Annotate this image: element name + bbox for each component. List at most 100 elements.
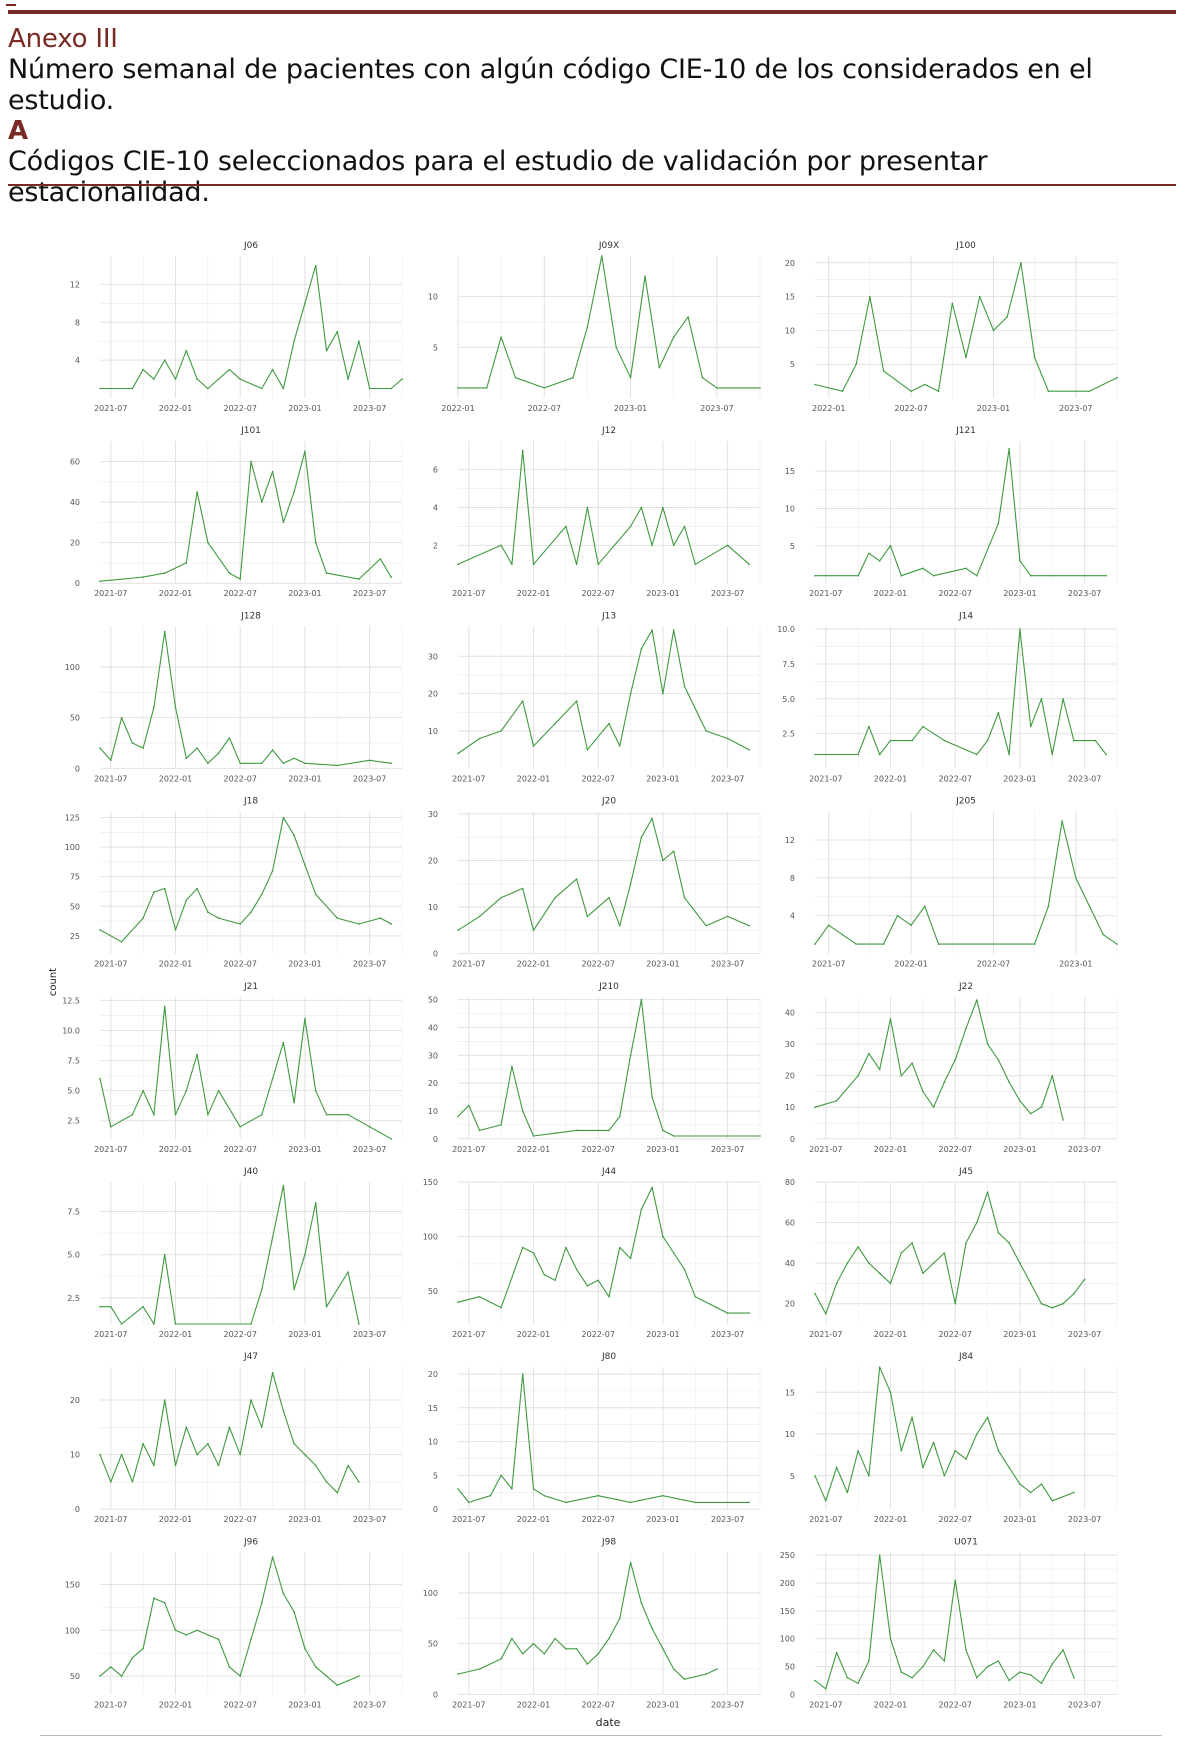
data-point	[478, 1295, 481, 1298]
x-tick-label: 2022-01	[517, 1700, 550, 1709]
data-point	[937, 390, 940, 393]
x-tick-label: 2022-01	[159, 1145, 192, 1154]
annex-label: Anexo III	[8, 24, 118, 54]
data-point	[882, 943, 885, 945]
data-point	[120, 1323, 123, 1325]
data-point	[457, 1673, 459, 1675]
data-point	[457, 1488, 459, 1490]
data-point	[868, 725, 870, 728]
top-rule	[8, 10, 1176, 14]
data-point	[511, 563, 513, 566]
y-tick-label: 7.5	[782, 660, 795, 669]
data-point	[131, 742, 134, 744]
data-point	[347, 1464, 349, 1467]
data-point	[457, 1115, 459, 1118]
data-point	[153, 1597, 155, 1599]
facet-panel-J45: J45 2021-07 2022-01 2022-07 2023-01 2023-07 20…	[785, 1167, 1118, 1339]
y-tick-label: 50	[785, 1663, 795, 1672]
data-point	[120, 1453, 123, 1456]
y-tick-label: 30	[428, 1051, 438, 1060]
data-point	[304, 1453, 306, 1456]
annex-title: Número semanal de pacientes con algún có…	[8, 54, 1093, 116]
data-point	[521, 449, 524, 452]
x-tick-label: 2021-07	[809, 589, 842, 598]
x-tick-label: 2022-01	[517, 1515, 550, 1524]
x-tick-label: 2022-07	[581, 1515, 614, 1524]
x-tick-label: 2022-01	[874, 1330, 907, 1339]
y-tick-label: 50	[428, 1640, 438, 1649]
data-point	[532, 1488, 535, 1490]
data-point	[217, 1089, 220, 1092]
data-point	[521, 1110, 524, 1112]
data-point	[304, 1017, 306, 1020]
data-point	[1040, 1106, 1043, 1108]
data-point	[336, 917, 339, 919]
data-point	[532, 563, 535, 566]
x-tick-label: 2022-01	[517, 589, 550, 598]
data-point	[1029, 574, 1032, 577]
data-point	[640, 1208, 643, 1211]
data-point	[857, 1246, 859, 1248]
data-point	[1040, 1483, 1043, 1485]
x-tick-label: 2022-01	[159, 404, 192, 413]
data-point	[500, 1306, 502, 1309]
data-point	[271, 1556, 274, 1558]
data-point	[271, 1236, 274, 1239]
facet-title: J210	[598, 982, 619, 992]
data-point	[716, 1306, 718, 1309]
series-line	[814, 1366, 1075, 1502]
data-point	[379, 917, 382, 919]
data-point	[932, 1649, 935, 1651]
facet-title: J45	[958, 1167, 973, 1177]
data-point	[910, 390, 912, 393]
data-point	[521, 1373, 524, 1375]
data-point	[924, 383, 926, 386]
data-point	[304, 1647, 306, 1650]
x-tick-label: 2023-07	[711, 1145, 744, 1154]
data-point	[457, 1301, 459, 1303]
data-point	[896, 914, 899, 917]
facet-title: J09X	[598, 241, 619, 251]
x-tick-label: 2023-07	[711, 1700, 744, 1709]
facet-panel-J22: J22 2021-07 2022-01 2022-07 2023-01 2023-07 0 1…	[785, 982, 1118, 1154]
data-point	[174, 1323, 177, 1325]
facet-panel-J210: J210 2021-07 2022-01 2022-07 2023-01 2023-07 0…	[428, 982, 761, 1154]
y-tick-label: 10	[785, 504, 795, 513]
y-tick-label: 0	[75, 1505, 80, 1514]
data-point	[997, 1449, 1000, 1452]
data-point	[825, 1500, 827, 1502]
data-point	[814, 1679, 816, 1682]
x-tick-label: 2023-01	[646, 589, 679, 598]
data-point	[672, 544, 675, 547]
y-tick-label: 20	[70, 1396, 80, 1405]
data-point	[207, 541, 209, 544]
y-tick-label: 7.5	[67, 1057, 80, 1066]
x-tick-label: 2022-01	[812, 404, 845, 413]
data-point	[705, 730, 707, 732]
x-tick-label: 2023-01	[288, 589, 321, 598]
data-point	[1105, 574, 1107, 577]
y-tick-label: 125	[65, 814, 80, 823]
data-point	[629, 883, 632, 885]
data-point	[889, 1018, 892, 1020]
x-tick-label: 2022-01	[517, 774, 550, 783]
data-point	[1029, 1491, 1032, 1494]
y-tick-label: 100	[423, 1233, 438, 1242]
data-point	[683, 685, 686, 687]
data-point	[347, 378, 349, 380]
data-point	[358, 578, 360, 580]
facet-title: J14	[958, 611, 973, 621]
data-point	[565, 1648, 567, 1650]
data-point	[239, 762, 241, 765]
data-point	[827, 924, 830, 926]
data-point	[619, 1617, 621, 1620]
facet-title: J12	[601, 426, 616, 436]
y-tick-label: 150	[780, 1607, 795, 1616]
data-point	[478, 737, 481, 740]
facet-title: J84	[958, 1352, 973, 1362]
data-point	[986, 1416, 989, 1419]
series-line	[814, 820, 1118, 945]
data-point	[511, 1488, 513, 1490]
data-point	[282, 1410, 285, 1412]
data-point	[651, 817, 653, 820]
